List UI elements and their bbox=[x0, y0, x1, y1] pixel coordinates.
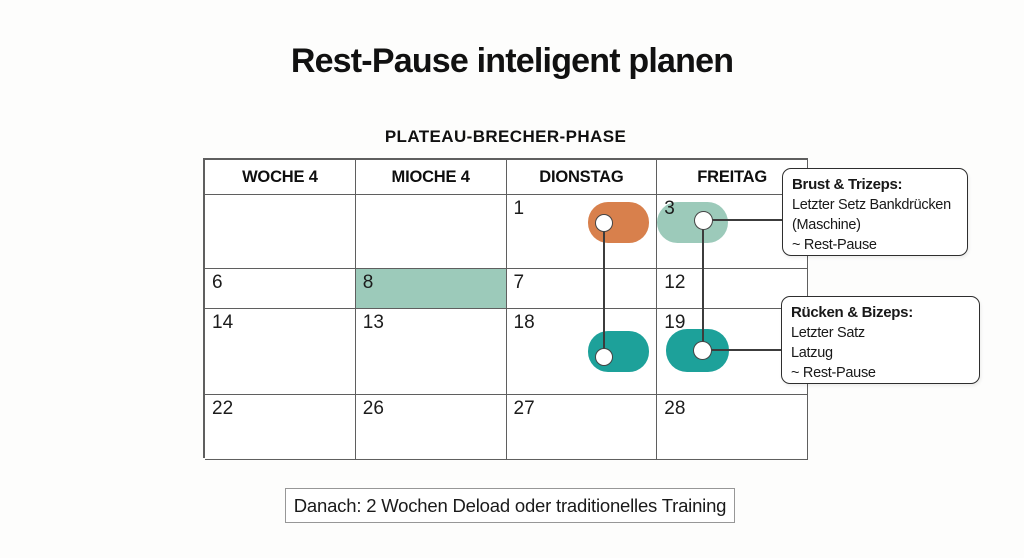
calendar-cell bbox=[355, 195, 507, 269]
calendar-cell: 7 bbox=[506, 269, 658, 309]
day-number: 1 bbox=[513, 198, 525, 219]
day-number: 7 bbox=[513, 272, 525, 293]
phase-heading: PLATEAU-BRECHER-PHASE bbox=[384, 127, 627, 146]
callout-heading: Rücken & Bizeps: bbox=[791, 304, 913, 321]
calendar-cell-highlighted: 8 bbox=[355, 269, 507, 309]
marker-anchor-dot bbox=[693, 341, 712, 360]
day-number: 19 bbox=[664, 312, 686, 333]
calendar-table: WOCHE 4 MIOCHE 4 DIONSTAG FREITAG 1 3 6 … bbox=[203, 158, 808, 460]
day-number: 26 bbox=[362, 398, 384, 419]
calendar-cell: 22 bbox=[205, 395, 356, 460]
connector-line-to-ruecken-callout bbox=[702, 349, 781, 351]
calendar-cell: 28 bbox=[657, 395, 808, 460]
callout-line: ~ Rest-Pause bbox=[791, 365, 876, 381]
callout-heading: Brust & Trizeps: bbox=[792, 176, 903, 193]
footnote-box: Danach: 2 Wochen Deload oder traditionel… bbox=[285, 488, 735, 523]
callout-ruecken-bizeps: Rücken & Bizeps: Letzter Satz Latzug ~ R… bbox=[781, 296, 980, 384]
callout-line: (Maschine) bbox=[792, 217, 861, 233]
callout-line: Latzug bbox=[791, 345, 833, 361]
calendar-cell: 12 bbox=[657, 269, 808, 309]
marker-anchor-dot bbox=[595, 348, 613, 366]
day-number: 22 bbox=[212, 398, 234, 419]
calendar-header-mioche4: MIOCHE 4 bbox=[355, 160, 507, 195]
day-number: 14 bbox=[212, 312, 234, 333]
day-number: 13 bbox=[362, 312, 384, 333]
calendar-header-woche4: WOCHE 4 bbox=[205, 160, 356, 195]
day-number: 18 bbox=[513, 312, 535, 333]
day-number: 3 bbox=[664, 198, 675, 219]
callout-line: ~ Rest-Pause bbox=[792, 237, 877, 253]
day-number: 27 bbox=[513, 398, 535, 419]
marker-anchor-dot bbox=[595, 214, 613, 232]
day-number: 8 bbox=[362, 272, 374, 293]
day-number: 12 bbox=[664, 272, 686, 293]
calendar-cell bbox=[205, 195, 356, 269]
calendar-cell: 1 bbox=[506, 195, 658, 269]
callout-line: Letzter Setz Bankdrücken bbox=[792, 197, 951, 213]
page-title: Rest-Pause inteligent planen bbox=[290, 42, 734, 80]
day-number: 28 bbox=[664, 398, 686, 419]
callout-brust-trizeps: Brust & Trizeps: Letzter Setz Bankdrücke… bbox=[782, 168, 968, 256]
calendar-cell: 6 bbox=[205, 269, 356, 309]
calendar-cell: 27 bbox=[506, 395, 658, 460]
connector-line-dienstag-vertical bbox=[603, 222, 605, 357]
calendar-header-dionstag: DIONSTAG bbox=[506, 160, 658, 195]
marker-anchor-dot bbox=[694, 211, 713, 230]
callout-line: Letzter Satz bbox=[791, 325, 865, 341]
calendar-cell: 18 bbox=[506, 309, 658, 395]
footnote-text: Danach: 2 Wochen Deload oder traditionel… bbox=[293, 494, 727, 516]
session-marker-week1-freitag-pill bbox=[657, 202, 728, 243]
calendar-cell: 14 bbox=[205, 309, 356, 395]
connector-line-to-brust-callout bbox=[703, 219, 782, 221]
day-number: 6 bbox=[212, 272, 223, 293]
calendar-cell: 13 bbox=[355, 309, 507, 395]
connector-line-freitag-vertical bbox=[702, 219, 704, 351]
calendar-cell: 26 bbox=[355, 395, 507, 460]
